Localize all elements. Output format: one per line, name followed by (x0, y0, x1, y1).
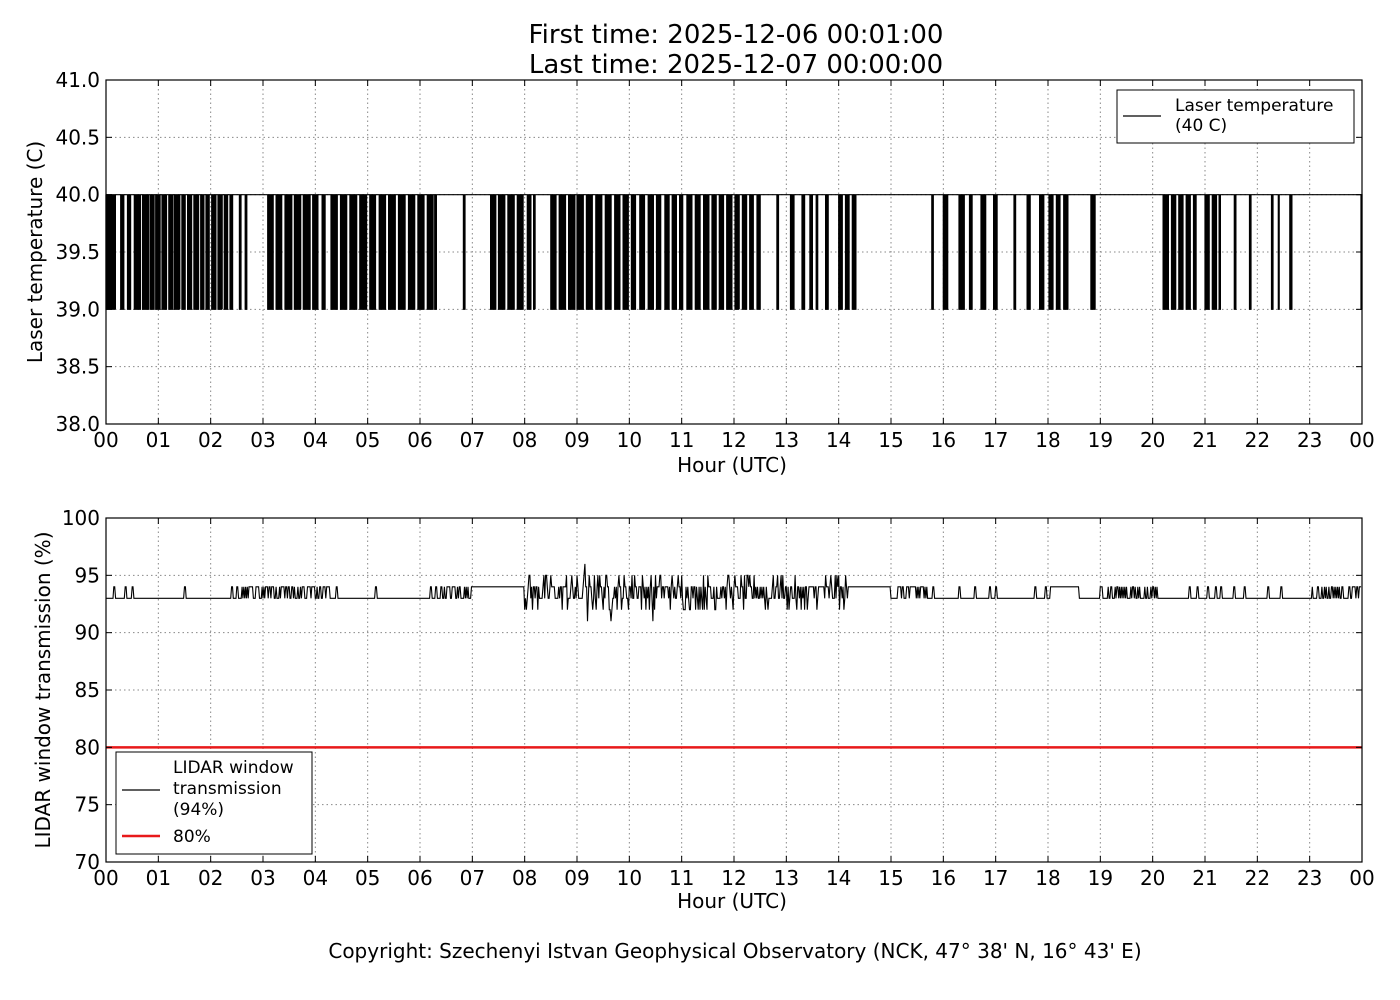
x-tick-label: 16 (931, 866, 956, 890)
x-tick-label: 03 (250, 428, 275, 452)
x-tick-label: 12 (721, 866, 746, 890)
x-tick-label: 07 (460, 866, 485, 890)
chart-title-line2: Last time: 2025-12-07 00:00:00 (529, 50, 943, 80)
y-tick-label: 85 (75, 678, 100, 702)
x-tick-label: 05 (355, 866, 380, 890)
x-tick-label: 22 (1245, 866, 1270, 890)
x-tick-label: 21 (1192, 428, 1217, 452)
y-tick-label: 38.5 (55, 355, 100, 379)
x-tick-label: 14 (826, 428, 851, 452)
y-axis-label: LIDAR window transmission (%) (31, 532, 55, 849)
x-tick-label: 15 (878, 866, 903, 890)
x-tick-label: 13 (774, 428, 799, 452)
x-tick-label: 03 (250, 866, 275, 890)
x-axis-label: Hour (UTC) (677, 889, 787, 913)
x-tick-label: 19 (1088, 428, 1113, 452)
x-tick-label: 18 (1035, 866, 1060, 890)
legend: Laser temperature(40 C) (1116, 89, 1355, 144)
x-tick-label: 05 (355, 428, 380, 452)
x-tick-label: 01 (146, 428, 171, 452)
laser-temperature-panel: 00 01 02 03 04 05 06 07 08 09 10 11 12 13 14 15 16 17 18 19… (23, 68, 1375, 477)
legend-label-laser: (40 C) (1175, 116, 1227, 136)
x-tick-label: 04 (303, 428, 328, 452)
x-tick-label: 13 (774, 866, 799, 890)
x-tick-label: 01 (146, 866, 171, 890)
x-tick-label: 12 (721, 428, 746, 452)
y-tick-label: 100 (62, 506, 100, 530)
y-tick-label: 95 (75, 563, 100, 587)
y-tick-label: 39.5 (55, 240, 100, 264)
y-tick-label: 41.0 (55, 68, 100, 92)
x-tick-label: 14 (826, 866, 851, 890)
y-tick-label: 75 (75, 793, 100, 817)
x-tick-label: 00 (93, 428, 118, 452)
y-axis-label: Laser temperature (C) (23, 141, 47, 363)
x-tick-label: 10 (617, 428, 642, 452)
x-tick-label: 02 (198, 866, 223, 890)
copyright-text: Copyright: Szechenyi Istvan Geophysical … (328, 939, 1141, 963)
x-tick-label: 16 (931, 428, 956, 452)
x-tick-label: 18 (1035, 428, 1060, 452)
x-tick-label: 20 (1140, 866, 1165, 890)
y-tick-label: 80 (75, 735, 100, 759)
x-tick-label: 15 (878, 428, 903, 452)
x-tick-label: 09 (564, 428, 589, 452)
x-tick-label: 10 (617, 866, 642, 890)
x-tick-label: 20 (1140, 428, 1165, 452)
lidar-transmission-line (106, 563, 1362, 622)
lidar-transmission-panel: 00 01 02 03 04 05 06 07 08 09 10 11 12 13 14 15 16 17 18 19… (31, 506, 1375, 913)
y-tick-label: 39.0 (55, 297, 100, 321)
x-tick-label: 00 (1349, 428, 1374, 452)
y-tick-label: 40.5 (55, 125, 100, 149)
x-tick-label: 19 (1088, 866, 1113, 890)
legend-label-lidar: LIDAR window (173, 758, 294, 778)
x-tick-label: 08 (512, 428, 537, 452)
y-tick-label: 40.0 (55, 183, 100, 207)
legend-label-lidar: (94%) (173, 800, 224, 820)
x-tick-label: 17 (983, 866, 1008, 890)
legend-label-threshold: 80% (173, 827, 211, 847)
y-tick-label: 38.0 (55, 412, 100, 436)
x-tick-label: 11 (669, 866, 694, 890)
y-tick-label: 70 (75, 850, 100, 874)
legend-label-laser: Laser temperature (1175, 96, 1333, 116)
x-tick-label: 23 (1297, 866, 1322, 890)
laser-temperature-line (105, 193, 1363, 310)
x-tick-label: 08 (512, 866, 537, 890)
x-tick-label: 06 (407, 428, 432, 452)
x-tick-label: 07 (460, 428, 485, 452)
x-tick-label: 09 (564, 866, 589, 890)
x-tick-label: 02 (198, 428, 223, 452)
x-tick-label: 23 (1297, 428, 1322, 452)
x-tick-label: 06 (407, 866, 432, 890)
x-tick-label: 00 (93, 866, 118, 890)
x-tick-label: 22 (1245, 428, 1270, 452)
x-tick-label: 21 (1192, 866, 1217, 890)
chart-title-line1: First time: 2025-12-06 00:01:00 (529, 20, 944, 50)
x-axis-label: Hour (UTC) (677, 453, 787, 477)
y-tick-label: 90 (75, 621, 100, 645)
x-tick-label: 00 (1349, 866, 1374, 890)
x-tick-label: 11 (669, 428, 694, 452)
legend-label-lidar: transmission (173, 779, 282, 799)
x-tick-label: 04 (303, 866, 328, 890)
x-tick-label: 17 (983, 428, 1008, 452)
